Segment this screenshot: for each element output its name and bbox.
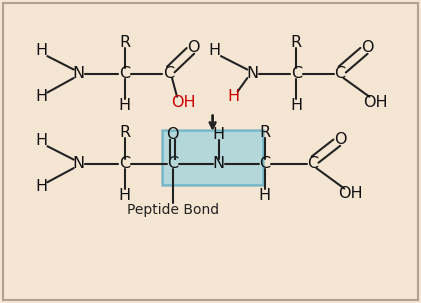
Text: O: O [187,40,200,55]
Text: C: C [163,66,174,81]
Text: H: H [35,133,47,148]
Text: H: H [209,43,221,58]
Text: OH: OH [363,95,388,110]
Text: H: H [259,188,271,203]
Text: C: C [167,156,179,171]
Text: N: N [73,66,85,81]
Text: OH: OH [171,95,196,110]
Text: C: C [119,156,131,171]
Text: H: H [119,98,131,113]
Text: O: O [361,40,373,55]
Text: N: N [246,66,258,81]
Text: H: H [119,188,131,203]
Bar [163,130,263,185]
Text: N: N [73,156,85,171]
Text: O: O [167,127,179,142]
Text: R: R [119,35,131,49]
Text: H: H [35,43,47,58]
Text: H: H [290,98,302,113]
Text: C: C [307,156,319,171]
Text: R: R [119,125,131,140]
Text: R: R [259,125,270,140]
Text: C: C [335,66,346,81]
Text: H: H [35,89,47,104]
Text: H: H [213,127,225,142]
Text: H: H [35,179,47,194]
Text: OH: OH [338,186,363,201]
Text: N: N [213,156,225,171]
Text: O: O [334,132,346,147]
Text: H: H [227,88,240,104]
Text: C: C [259,156,270,171]
Text: Peptide Bond: Peptide Bond [127,204,219,218]
Text: C: C [290,66,302,81]
Text: C: C [119,66,131,81]
Text: R: R [290,35,302,49]
